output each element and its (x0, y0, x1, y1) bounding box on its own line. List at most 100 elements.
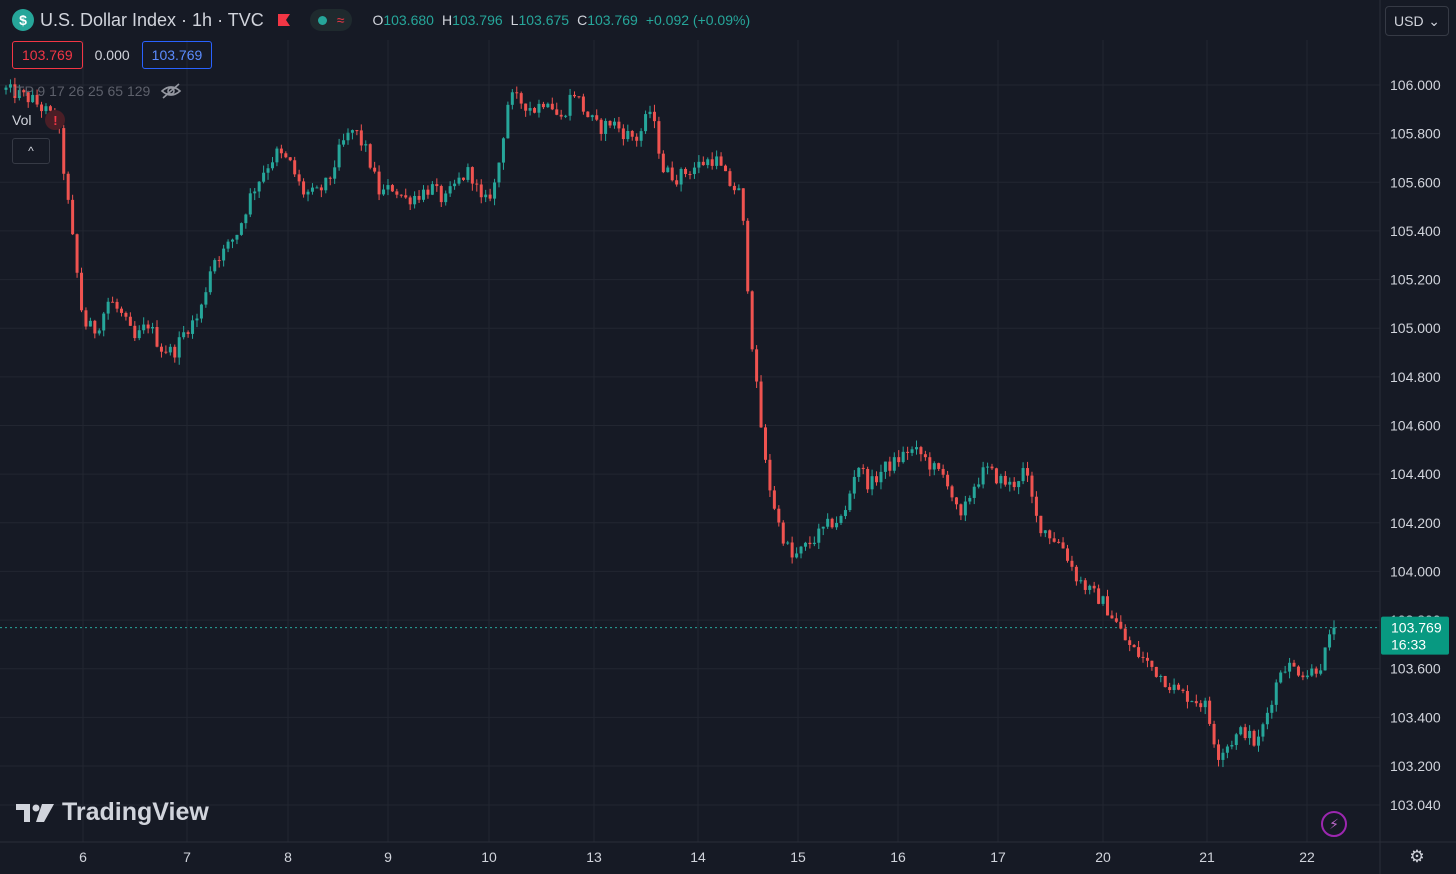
candle[interactable] (1119, 615, 1123, 630)
candle[interactable] (204, 287, 208, 308)
price-axis-bg[interactable] (1380, 0, 1456, 874)
candle[interactable] (679, 167, 683, 192)
candle[interactable] (1212, 720, 1216, 748)
candle[interactable] (111, 296, 115, 303)
candle[interactable] (1292, 659, 1296, 667)
candle[interactable] (1114, 612, 1118, 624)
candle[interactable] (119, 306, 123, 317)
candle[interactable] (954, 496, 958, 510)
candle[interactable] (142, 317, 146, 334)
candle[interactable] (461, 177, 465, 182)
candle[interactable] (786, 540, 790, 545)
symbol-title[interactable]: U.S. Dollar Index · 1h · TVC (40, 9, 264, 30)
buy-price-button[interactable]: 103.769 (141, 41, 213, 69)
candle[interactable] (213, 258, 217, 274)
candle[interactable] (1314, 666, 1318, 678)
candle[interactable] (968, 495, 972, 505)
candle[interactable] (870, 469, 874, 496)
candle[interactable] (821, 526, 825, 536)
candle[interactable] (746, 218, 750, 294)
candle[interactable] (1101, 595, 1105, 606)
candle[interactable] (1230, 740, 1234, 750)
candle[interactable] (266, 164, 270, 180)
candle[interactable] (435, 178, 439, 192)
candle[interactable] (972, 483, 976, 505)
candle[interactable] (248, 188, 252, 218)
candle[interactable] (231, 238, 235, 249)
candle[interactable] (1150, 660, 1154, 671)
candle[interactable] (151, 322, 155, 334)
candle[interactable] (577, 96, 581, 99)
candle[interactable] (497, 162, 501, 188)
candle[interactable] (1128, 636, 1132, 652)
candle[interactable] (812, 536, 816, 547)
candle[interactable] (1185, 685, 1189, 709)
candle[interactable] (137, 325, 141, 341)
candle[interactable] (950, 484, 954, 502)
candle[interactable] (1221, 748, 1225, 768)
candle[interactable] (1274, 679, 1278, 712)
candle[interactable] (97, 328, 101, 336)
candle[interactable] (537, 99, 541, 118)
candle[interactable] (133, 321, 137, 342)
candle[interactable] (1021, 462, 1025, 485)
candle[interactable] (1026, 461, 1030, 482)
candle[interactable] (470, 166, 474, 191)
candle[interactable] (590, 114, 594, 121)
candle[interactable] (848, 490, 852, 513)
candle[interactable] (910, 446, 914, 457)
candle[interactable] (564, 114, 568, 119)
candle[interactable] (1234, 732, 1238, 750)
candle[interactable] (1208, 696, 1212, 726)
candle[interactable] (692, 162, 696, 179)
candle[interactable] (244, 213, 248, 229)
candle[interactable] (586, 111, 590, 118)
candle[interactable] (75, 233, 79, 278)
candle[interactable] (1190, 700, 1194, 703)
tradingview-logo[interactable]: TradingView (16, 798, 209, 827)
candle[interactable] (617, 116, 621, 133)
candle[interactable] (697, 155, 701, 174)
candle[interactable] (1061, 537, 1065, 549)
candle[interactable] (426, 185, 430, 199)
candle[interactable] (923, 450, 927, 461)
candle[interactable] (835, 516, 839, 530)
candle[interactable] (986, 462, 990, 475)
candle[interactable] (1248, 725, 1252, 745)
candle[interactable] (1083, 578, 1087, 595)
candle[interactable] (515, 86, 519, 99)
candle[interactable] (293, 156, 297, 178)
candle[interactable] (1172, 678, 1176, 694)
candle[interactable] (657, 116, 661, 159)
candle[interactable] (146, 320, 150, 334)
candle[interactable] (1123, 624, 1127, 641)
candle[interactable] (1288, 657, 1292, 679)
candle[interactable] (741, 188, 745, 226)
candle[interactable] (346, 128, 350, 145)
candle[interactable] (1168, 682, 1172, 694)
candle[interactable] (235, 234, 239, 245)
candle[interactable] (124, 311, 128, 321)
candle[interactable] (715, 150, 719, 170)
candle[interactable] (1243, 723, 1247, 741)
candle[interactable] (839, 514, 843, 525)
candle[interactable] (22, 88, 26, 97)
candle[interactable] (573, 91, 577, 98)
candle[interactable] (355, 129, 359, 136)
candle[interactable] (915, 440, 919, 455)
collapse-legend-button[interactable]: ^ (12, 138, 50, 164)
candle[interactable] (883, 461, 887, 479)
candle[interactable] (612, 118, 616, 129)
candle[interactable] (1074, 564, 1078, 586)
candle[interactable] (310, 183, 314, 195)
candle[interactable] (382, 184, 386, 196)
candle[interactable] (524, 103, 528, 117)
candle[interactable] (457, 172, 461, 186)
candle[interactable] (1079, 576, 1083, 584)
candle[interactable] (866, 466, 870, 493)
candle[interactable] (732, 182, 736, 195)
candle[interactable] (1283, 665, 1287, 674)
candle[interactable] (159, 343, 163, 358)
candle[interactable] (1097, 584, 1101, 605)
candle[interactable] (177, 331, 181, 365)
